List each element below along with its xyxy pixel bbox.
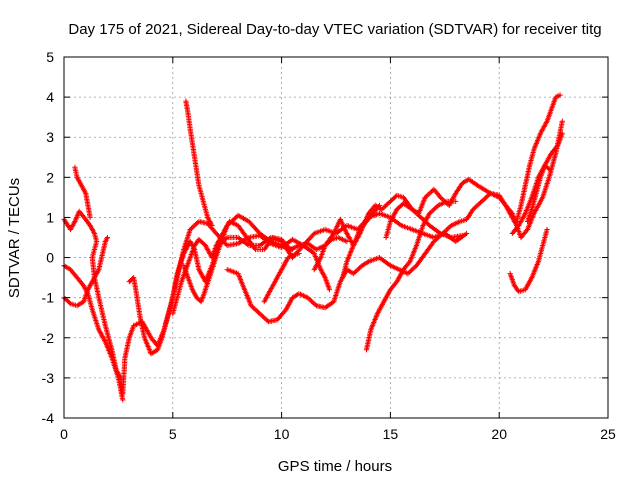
data-series-track-18: [524, 162, 552, 225]
x-tick-label: 15: [383, 426, 399, 442]
x-tick-label: 20: [491, 426, 507, 442]
axis-ticks: 0 5 10 15 20 25 -4 -3 -2 -1 0 1 2 3 4 5: [42, 49, 616, 442]
data-marker-trace: [383, 200, 465, 241]
y-tick-label: 2: [46, 169, 54, 185]
x-tick-label: 5: [169, 426, 177, 442]
y-tick-label: -4: [42, 410, 55, 426]
data-marker-trace: [311, 234, 350, 273]
data-marker-trace: [181, 212, 296, 305]
x-axis-title: GPS time / hours: [278, 458, 392, 475]
data-marker-trace: [507, 226, 550, 295]
data-series-track-13: [363, 198, 459, 353]
data-series-track-11: [311, 234, 350, 273]
data-marker-trace: [261, 250, 302, 305]
data-marker-trace: [363, 198, 459, 353]
data-marker-trace: [339, 202, 383, 281]
grid-lines: [64, 57, 608, 418]
chart-title: Day 175 of 2021, Sidereal Day-to-day VTE…: [68, 21, 601, 38]
data-marker-trace: [72, 164, 93, 220]
data-marker-trace: [524, 162, 552, 225]
y-tick-label: -1: [42, 290, 55, 306]
data-series-track-10: [261, 250, 302, 305]
y-tick-label: 3: [46, 129, 54, 145]
x-tick-label: 25: [600, 426, 616, 442]
data-marker-trace: [514, 92, 563, 225]
data-series-track-6: [183, 98, 215, 229]
y-tick-label: -3: [42, 370, 55, 386]
y-tick-label: 0: [46, 250, 54, 266]
data-points: [61, 92, 565, 403]
y-tick-label: 4: [46, 89, 54, 105]
y-axis-title: SDTVAR / TECUs: [6, 178, 23, 298]
plot-frame: [63, 56, 609, 419]
x-tick-label: 10: [274, 426, 290, 442]
data-series-track-15: [507, 226, 550, 295]
data-series-track-12: [339, 202, 383, 281]
y-tick-label: 5: [46, 49, 54, 65]
y-tick-label: -2: [42, 330, 55, 346]
y-tick-label: 1: [46, 209, 54, 225]
data-series-track-2: [72, 164, 93, 220]
data-series-track-17: [514, 92, 563, 225]
data-marker-trace: [183, 98, 215, 229]
x-tick-label: 0: [60, 426, 68, 442]
data-series-track-14: [383, 200, 465, 241]
data-series-track-8: [181, 212, 296, 305]
